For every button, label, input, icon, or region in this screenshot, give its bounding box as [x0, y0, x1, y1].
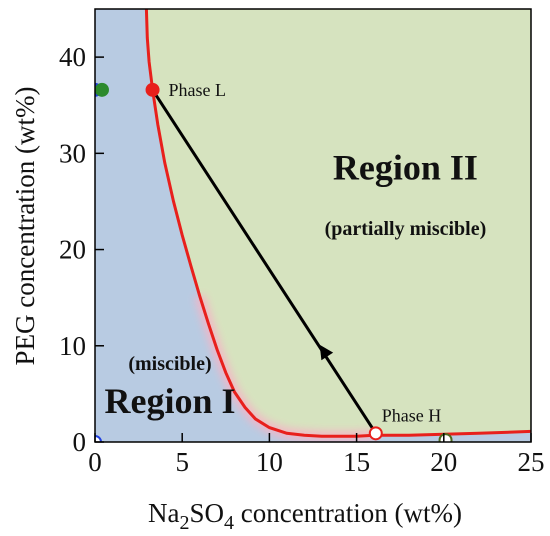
- x-label-sub-2: 2: [180, 512, 190, 534]
- y-tick-label: 40: [59, 42, 86, 72]
- region-two-sublabel: (partially miscible): [325, 218, 487, 240]
- x-axis-label: Na2SO4 concentration (wt%): [148, 498, 462, 534]
- x-label-rest: concentration (wt%): [234, 498, 462, 528]
- tie-line-arrow: [319, 344, 334, 361]
- y-tick-label: 0: [73, 427, 87, 457]
- y-tick-label: 20: [59, 235, 86, 265]
- tie-line: [151, 89, 378, 435]
- region-one-background: [95, 9, 531, 442]
- x-label-sub-4: 4: [224, 512, 234, 534]
- phase-h-point: [368, 426, 383, 441]
- region-one-label: Region I: [104, 381, 235, 421]
- x-label-na: Na: [148, 498, 179, 528]
- phase-h-label: Phase H: [382, 405, 442, 425]
- x-tick-label: 5: [175, 447, 189, 477]
- axis-ticks: 0 5 10 15 20 25 0 10 20 30 40: [59, 42, 545, 477]
- x-label-so: SO: [190, 498, 225, 528]
- annotations-layer: Region II (partially miscible) (miscible…: [104, 80, 486, 426]
- data-point-3: [95, 82, 109, 97]
- data-point-5: [438, 433, 453, 442]
- x-tick-label: 0: [88, 447, 102, 477]
- plot-frame: [94, 8, 532, 443]
- binodal-curve: [144, 9, 531, 438]
- data-point-4: [95, 435, 102, 442]
- y-axis-label: PEG concentration (wt%): [10, 87, 40, 366]
- x-tick-label: 20: [430, 447, 457, 477]
- region-two-label: Region II: [333, 147, 478, 187]
- region-one-sublabel: (miscible): [128, 353, 211, 375]
- data-points: [95, 82, 453, 442]
- x-tick-label: 15: [343, 447, 370, 477]
- x-tick-label: 25: [518, 447, 545, 477]
- y-tick-label: 30: [59, 138, 86, 168]
- phase-l-point: [145, 82, 160, 97]
- x-tick-label: 10: [256, 447, 283, 477]
- phase-l-label: Phase L: [169, 80, 227, 100]
- y-tick-label: 10: [59, 331, 86, 361]
